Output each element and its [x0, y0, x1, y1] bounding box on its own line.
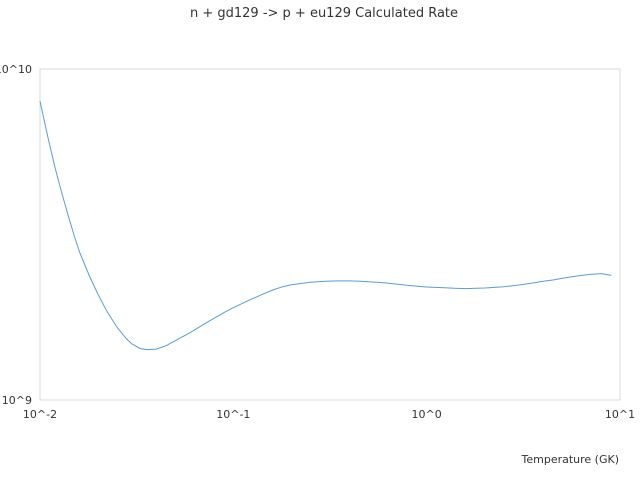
plot-area [39, 68, 621, 401]
x-tick-label: 10^0 [412, 408, 442, 421]
y-axis-ticks: 10^9 10^10 [0, 63, 32, 407]
y-tick-label: 10^9 [2, 394, 32, 407]
x-tick-label: 10^-2 [23, 408, 57, 421]
chart-title: n + gd129 -> p + eu129 Calculated Rate [190, 6, 458, 21]
x-axis-title: Temperature (GK) [521, 453, 620, 466]
y-tick-label: 10^10 [0, 63, 32, 76]
x-tick-label: 10^-1 [216, 408, 250, 421]
series-line [39, 100, 612, 351]
x-axis-ticks: 10^-2 10^-1 10^0 10^1 [23, 408, 635, 421]
x-tick-label: 10^1 [605, 408, 635, 421]
